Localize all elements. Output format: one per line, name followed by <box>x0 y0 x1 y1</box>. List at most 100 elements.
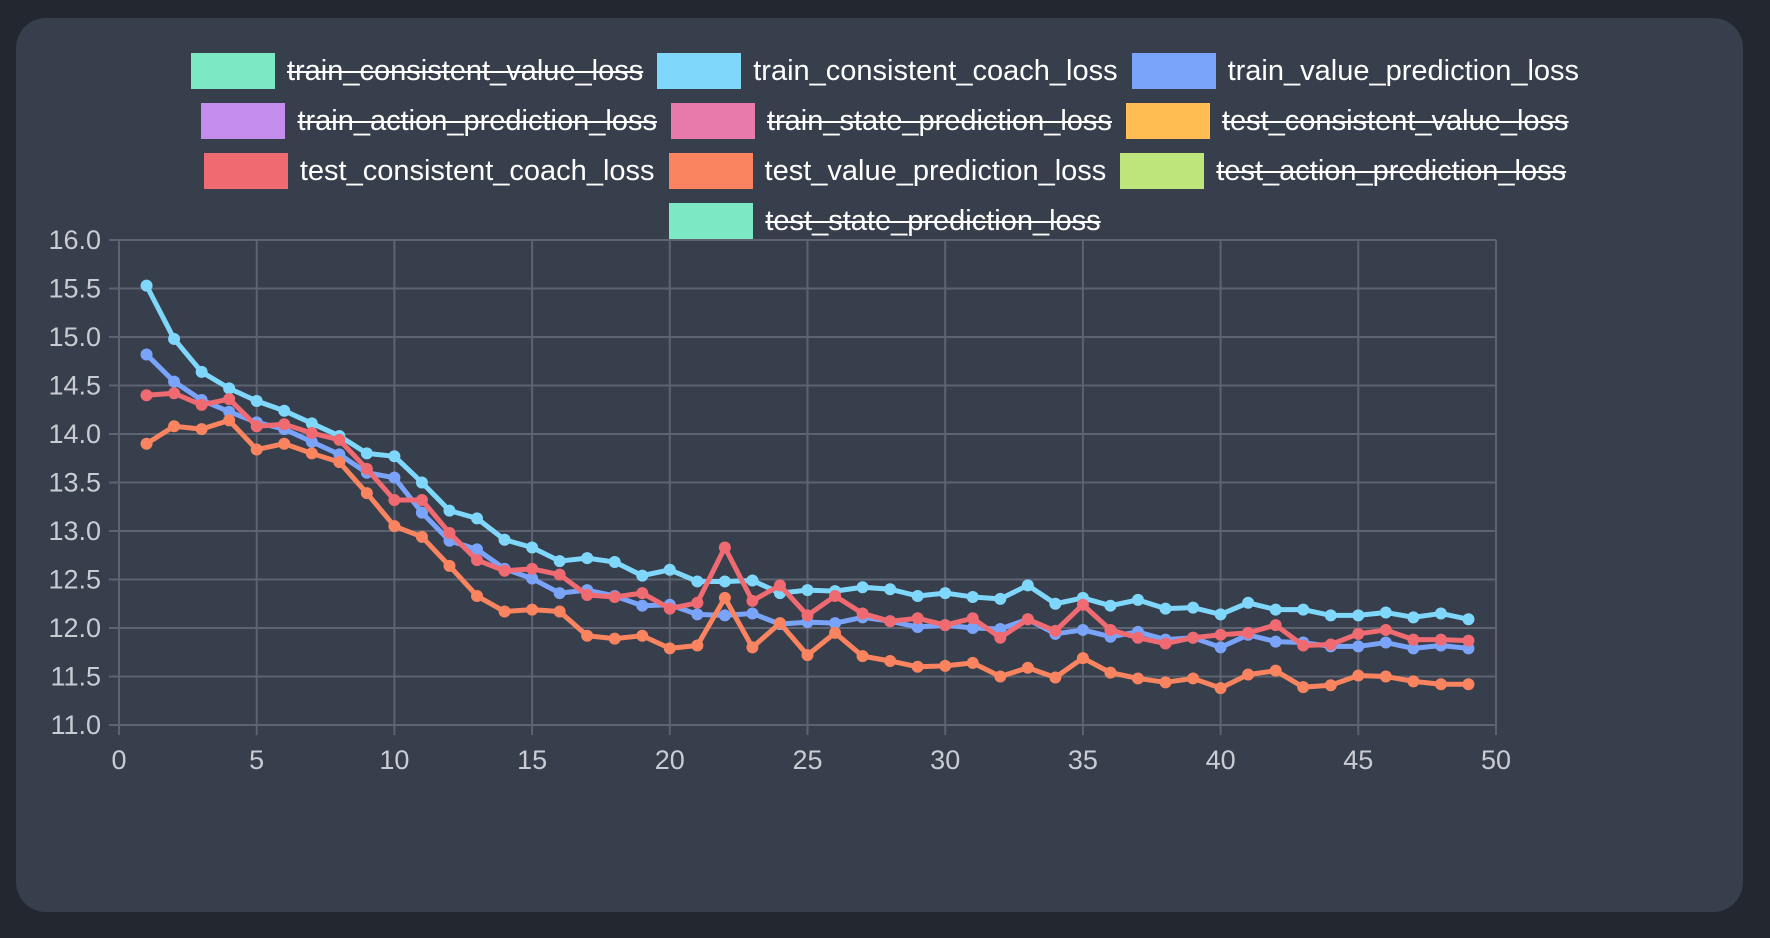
data-point-train-consistent-coach-loss <box>636 569 649 582</box>
data-point-test-value-prediction-loss <box>581 629 594 642</box>
data-point-train-consistent-coach-loss <box>1407 611 1420 624</box>
legend-swatch <box>657 53 742 89</box>
data-point-train-value-prediction-loss <box>553 587 566 600</box>
data-point-test-consistent-coach-loss <box>718 541 731 554</box>
legend-item-test-action-prediction-loss[interactable]: test_action_prediction_loss <box>1120 153 1566 189</box>
x-tick-label: 0 <box>111 745 126 775</box>
data-point-test-value-prediction-loss <box>691 639 704 652</box>
data-point-train-value-prediction-loss <box>1352 640 1365 653</box>
data-point-train-consistent-coach-loss <box>526 541 539 554</box>
data-point-test-consistent-coach-loss <box>1297 639 1310 652</box>
data-point-test-consistent-coach-loss <box>1076 598 1089 611</box>
legend-swatch <box>668 153 753 189</box>
data-point-train-value-prediction-loss <box>966 622 979 634</box>
data-point-test-value-prediction-loss <box>1021 661 1034 674</box>
data-point-test-value-prediction-loss <box>939 659 952 672</box>
legend-item-train-consistent-coach-loss[interactable]: train_consistent_coach_loss <box>657 53 1118 89</box>
data-point-test-consistent-coach-loss <box>360 462 373 475</box>
data-point-test-consistent-coach-loss <box>911 612 924 625</box>
data-point-test-consistent-coach-loss <box>994 631 1007 644</box>
data-point-test-value-prediction-loss <box>1131 672 1144 685</box>
data-point-test-consistent-coach-loss <box>801 609 814 622</box>
y-tick-label: 13.5 <box>48 468 101 498</box>
data-point-train-value-prediction-loss <box>1076 623 1089 636</box>
data-point-train-value-prediction-loss <box>415 506 428 519</box>
legend-item-test-consistent-coach-loss[interactable]: test_consistent_coach_loss <box>203 153 655 189</box>
data-point-train-value-prediction-loss <box>471 543 484 556</box>
data-point-train-value-prediction-loss <box>305 435 318 448</box>
x-tick-label: 20 <box>655 745 685 775</box>
legend-label: train_action_prediction_loss <box>297 104 657 137</box>
legend-item-test-consistent-value-loss[interactable]: test_consistent_value_loss <box>1125 103 1569 139</box>
legend-swatch <box>190 53 275 89</box>
y-tick-label: 11.0 <box>50 710 101 740</box>
data-point-test-value-prediction-loss <box>250 443 263 456</box>
legend-item-test-state-prediction-loss[interactable]: test_state_prediction_loss <box>669 203 1101 239</box>
data-point-train-consistent-coach-loss <box>1021 579 1034 592</box>
data-point-test-value-prediction-loss <box>388 520 401 533</box>
legend-row: test_consistent_coach_loss test_value_pre… <box>0 146 1770 196</box>
legend-item-train-state-prediction-loss[interactable]: train_state_prediction_loss <box>670 103 1112 139</box>
data-point-train-value-prediction-loss <box>1214 641 1227 654</box>
legend-item-test-value-prediction-loss[interactable]: test_value_prediction_loss <box>668 153 1106 189</box>
data-point-train-consistent-coach-loss <box>746 574 759 587</box>
data-point-test-value-prediction-loss <box>415 530 428 543</box>
data-point-train-consistent-coach-loss <box>443 504 456 517</box>
data-point-test-consistent-coach-loss <box>195 398 208 411</box>
y-tick-label: 12.0 <box>48 613 101 643</box>
x-tick-label: 30 <box>930 745 960 775</box>
data-point-test-value-prediction-loss <box>1462 678 1475 691</box>
legend-label: train_state_prediction_loss <box>766 104 1112 137</box>
data-point-test-consistent-coach-loss <box>278 418 291 431</box>
data-point-train-consistent-coach-loss <box>1242 596 1255 609</box>
data-point-train-consistent-coach-loss <box>856 581 869 594</box>
data-point-test-consistent-coach-loss <box>443 526 456 539</box>
data-point-test-value-prediction-loss <box>333 456 346 469</box>
x-tick-label: 5 <box>249 745 264 775</box>
y-tick-label: 15.5 <box>48 274 101 304</box>
data-point-train-consistent-coach-loss <box>1379 606 1392 619</box>
data-point-test-value-prediction-loss <box>471 589 484 602</box>
data-point-test-consistent-coach-loss <box>884 615 897 628</box>
data-point-test-value-prediction-loss <box>911 660 924 673</box>
data-point-train-consistent-coach-loss <box>1104 599 1117 612</box>
data-point-train-value-prediction-loss <box>829 617 842 630</box>
data-point-train-value-prediction-loss <box>718 609 731 622</box>
legend-item-train-value-prediction-loss[interactable]: train_value_prediction_loss <box>1131 53 1580 89</box>
data-point-train-consistent-coach-loss <box>553 555 566 568</box>
chart-card <box>16 18 1743 912</box>
data-point-test-consistent-coach-loss <box>526 562 539 575</box>
data-point-test-consistent-coach-loss <box>581 589 594 602</box>
data-point-test-consistent-coach-loss <box>168 387 181 400</box>
y-tick-label: 12.5 <box>48 565 101 595</box>
data-point-train-consistent-coach-loss <box>911 589 924 602</box>
data-point-train-consistent-coach-loss <box>1269 603 1282 616</box>
data-point-test-value-prediction-loss <box>1297 681 1310 694</box>
data-point-test-consistent-coach-loss <box>553 568 566 581</box>
legend-row: test_state_prediction_loss <box>0 196 1770 246</box>
legend-label: train_value_prediction_loss <box>1227 54 1580 87</box>
data-point-train-consistent-coach-loss <box>1159 602 1172 615</box>
data-point-train-value-prediction-loss <box>388 471 401 484</box>
data-point-test-consistent-coach-loss <box>746 594 759 607</box>
data-point-test-consistent-coach-loss <box>1049 624 1062 637</box>
x-tick-label: 50 <box>1481 745 1511 775</box>
data-point-test-value-prediction-loss <box>195 423 208 436</box>
legend-row: train_consistent_value_loss train_consist… <box>0 46 1770 96</box>
data-point-test-consistent-coach-loss <box>1242 626 1255 639</box>
data-point-train-consistent-coach-loss <box>1297 603 1310 616</box>
data-point-train-value-prediction-loss <box>911 621 924 634</box>
data-point-train-consistent-coach-loss <box>581 552 594 565</box>
legend-swatch <box>1125 103 1210 139</box>
data-point-train-consistent-coach-loss <box>691 575 704 588</box>
x-tick-label: 25 <box>792 745 822 775</box>
data-point-train-consistent-coach-loss <box>471 512 484 525</box>
legend-item-train-consistent-value-loss[interactable]: train_consistent_value_loss <box>190 53 643 89</box>
legend-swatch <box>669 203 754 239</box>
data-point-test-value-prediction-loss <box>1049 671 1062 684</box>
legend-label: train_consistent_coach_loss <box>753 54 1118 87</box>
legend-item-train-action-prediction-loss[interactable]: train_action_prediction_loss <box>201 103 657 139</box>
legend-swatch <box>201 103 286 139</box>
data-point-test-value-prediction-loss <box>278 437 291 450</box>
